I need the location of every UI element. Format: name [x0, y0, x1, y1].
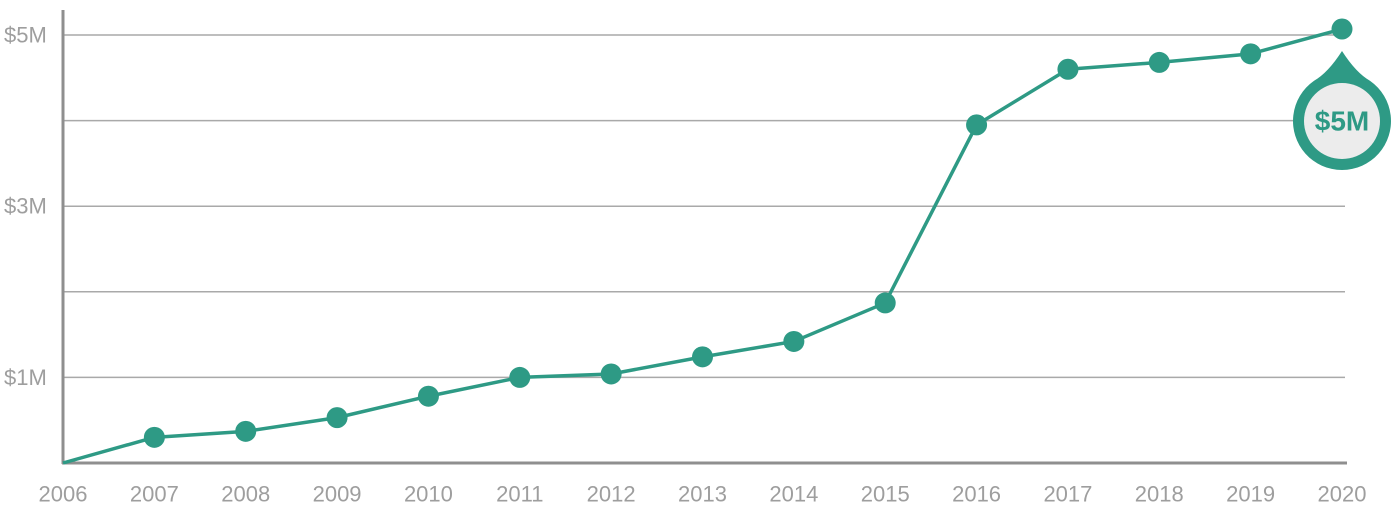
data-point-marker: [1331, 18, 1353, 40]
data-point-marker: [235, 420, 257, 442]
series-layer: [62, 18, 1353, 465]
x-tick-label: 2019: [1226, 482, 1275, 507]
data-point-marker: [600, 363, 622, 385]
data-point-marker: [509, 366, 531, 388]
value-pin-inner-circle: [1304, 83, 1380, 160]
series-line: [62, 27, 1343, 465]
x-tick-label: 2012: [587, 482, 636, 507]
data-point-marker: [326, 407, 348, 429]
y-tick-label: $5M: [4, 23, 47, 48]
x-tick-label: 2011: [496, 482, 543, 507]
value-pin-label: $5M: [1315, 106, 1369, 137]
grid-lines: [63, 34, 1345, 379]
x-tick-label: 2010: [404, 482, 453, 507]
data-point-marker: [966, 114, 988, 136]
data-point-marker: [1057, 58, 1079, 80]
x-tick-label: 2008: [221, 482, 270, 507]
x-tick-label: 2009: [313, 482, 362, 507]
data-point-marker: [1148, 51, 1170, 73]
data-point-marker: [783, 330, 805, 352]
x-tick-label: 2013: [678, 482, 727, 507]
y-tick-label: $3M: [4, 194, 47, 219]
data-point-marker: [874, 292, 896, 314]
axes: [61, 10, 1347, 465]
x-tick-label: 2006: [39, 482, 88, 507]
x-tick-label: 2017: [1043, 482, 1092, 507]
x-tick-label: 2018: [1135, 482, 1184, 507]
y-tick-labels: $1M $3M $5M: [4, 23, 47, 390]
y-tick-label: $1M: [4, 365, 47, 390]
data-point-marker: [1240, 43, 1262, 65]
data-point-marker: [417, 385, 439, 407]
x-tick-label: 2014: [769, 482, 818, 507]
x-tick-label: 2020: [1318, 482, 1367, 507]
x-tick-label: 2007: [130, 482, 179, 507]
data-point-marker: [143, 426, 165, 448]
x-tick-labels: 2006 2007 2008 2009 2010 2011 2012 2013 2014 2015…: [39, 482, 1367, 507]
value-pin: $5M: [1292, 51, 1391, 171]
data-point-marker: [692, 346, 713, 368]
x-tick-label: 2015: [861, 482, 910, 507]
x-tick-label: 2016: [952, 482, 1001, 507]
